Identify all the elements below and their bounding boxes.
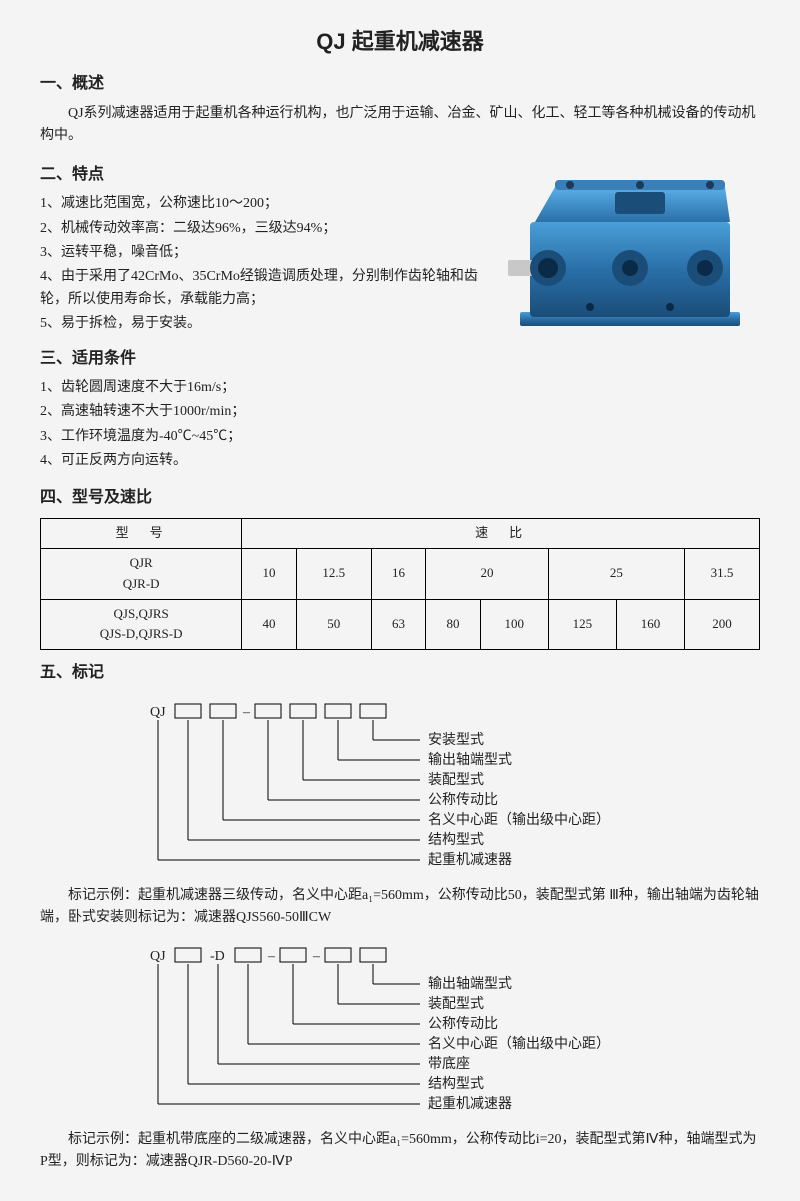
marking-diagram-1: QJ – 安装型式 输出轴端型式 装配型式 [40, 698, 760, 873]
svg-text:QJ: QJ [150, 949, 166, 964]
table-header-ratio: 速 比 [242, 519, 760, 549]
diagram-label: 公称传动比 [428, 1016, 498, 1032]
table-cell: 12.5 [296, 549, 371, 600]
example-label: 标记示例： [68, 888, 138, 903]
table-cell: 16 [371, 549, 425, 600]
section-conditions-heading: 三、适用条件 [40, 346, 484, 372]
table-cell: 31.5 [685, 549, 760, 600]
feature-item: 5、易于拆检，易于安装。 [40, 313, 484, 335]
feature-item: 1、减速比范围宽，公称速比10～200； [40, 193, 484, 215]
model-ratio-table: 型 号 速 比 QJR QJR-D 10 12.5 16 20 25 31.5 … [40, 518, 760, 650]
section-overview-heading: 一、概述 [40, 71, 760, 97]
diagram-label: 起重机减速器 [428, 1096, 512, 1112]
diagram-label: 装配型式 [428, 996, 484, 1012]
example-label: 标记示例： [68, 1132, 138, 1147]
condition-item: 1、齿轮圆周速度不大于16m/s； [40, 377, 484, 399]
table-cell: 25 [548, 549, 684, 600]
svg-text:-D: -D [210, 949, 225, 964]
table-cell: 50 [296, 599, 371, 650]
table-cell: QJS,QJRS QJS-D,QJRS-D [41, 599, 242, 650]
diagram-label: 结构型式 [428, 1076, 484, 1092]
diagram-label: 名义中心距（输出级中心距） [428, 812, 610, 828]
section-features-heading: 二、特点 [40, 162, 484, 188]
diagram-label: 名义中心距（输出级中心距） [428, 1036, 610, 1052]
table-cell: 125 [548, 599, 616, 650]
section-model-heading: 四、型号及速比 [40, 485, 760, 511]
feature-item: 3、运转平稳，噪音低； [40, 242, 484, 264]
table-cell: 200 [685, 599, 760, 650]
feature-item: 4、由于采用了42CrMo、35CrMo经锻造调质处理，分别制作齿轮轴和齿轮，所… [40, 266, 484, 311]
table-cell: 100 [480, 599, 548, 650]
table-cell: QJR QJR-D [41, 549, 242, 600]
example-text: 起重机减速器三级传动，名义中心距a₁=560mm，公称传动比50，装配型式第 Ⅲ… [40, 888, 759, 925]
section-marking-heading: 五、标记 [40, 660, 760, 686]
product-illustration [500, 152, 760, 342]
svg-text:–: – [312, 949, 321, 964]
svg-text:–: – [267, 949, 276, 964]
svg-text:–: – [242, 705, 251, 720]
diagram-label: 结构型式 [428, 832, 484, 848]
diagram-label: 装配型式 [428, 772, 484, 788]
table-header-model: 型 号 [41, 519, 242, 549]
table-cell: 160 [616, 599, 684, 650]
table-cell: 63 [371, 599, 425, 650]
diagram-label: 输出轴端型式 [428, 752, 512, 768]
example-2: 标记示例：起重机带底座的二级减速器，名义中心距a₁=560mm，公称传动比i=2… [40, 1129, 760, 1174]
diagram-label: 带底座 [428, 1056, 470, 1072]
diagram-label: 公称传动比 [428, 792, 498, 808]
example-text: 起重机带底座的二级减速器，名义中心距a₁=560mm，公称传动比i=20，装配型… [40, 1132, 756, 1169]
diagram-prefix: QJ [150, 705, 166, 720]
condition-item: 2、高速轴转速不大于1000r/min； [40, 401, 484, 423]
page-title: QJ 起重机减速器 [40, 24, 760, 59]
table-row: QJR QJR-D 10 12.5 16 20 25 31.5 [41, 549, 760, 600]
feature-item: 2、机械传动效率高：二级达96%，三级达94%； [40, 218, 484, 240]
diagram-label: 起重机减速器 [428, 852, 512, 868]
overview-text: QJ系列减速器适用于起重机各种运行机构，也广泛用于运输、冶金、矿山、化工、轻工等… [40, 103, 760, 148]
table-cell: 20 [426, 549, 549, 600]
table-cell: 10 [242, 549, 296, 600]
diagram-label: 安装型式 [428, 732, 484, 748]
table-row: QJS,QJRS QJS-D,QJRS-D 40 50 63 80 100 12… [41, 599, 760, 650]
condition-item: 4、可正反两方向运转。 [40, 450, 484, 472]
diagram-label: 输出轴端型式 [428, 976, 512, 992]
marking-diagram-2: QJ -D – – 输出轴端型式 装配型式 公称传动比 名义中心距（输出级中心 [40, 942, 760, 1117]
table-cell: 40 [242, 599, 296, 650]
table-cell: 80 [426, 599, 480, 650]
condition-item: 3、工作环境温度为-40℃~45℃； [40, 426, 484, 448]
